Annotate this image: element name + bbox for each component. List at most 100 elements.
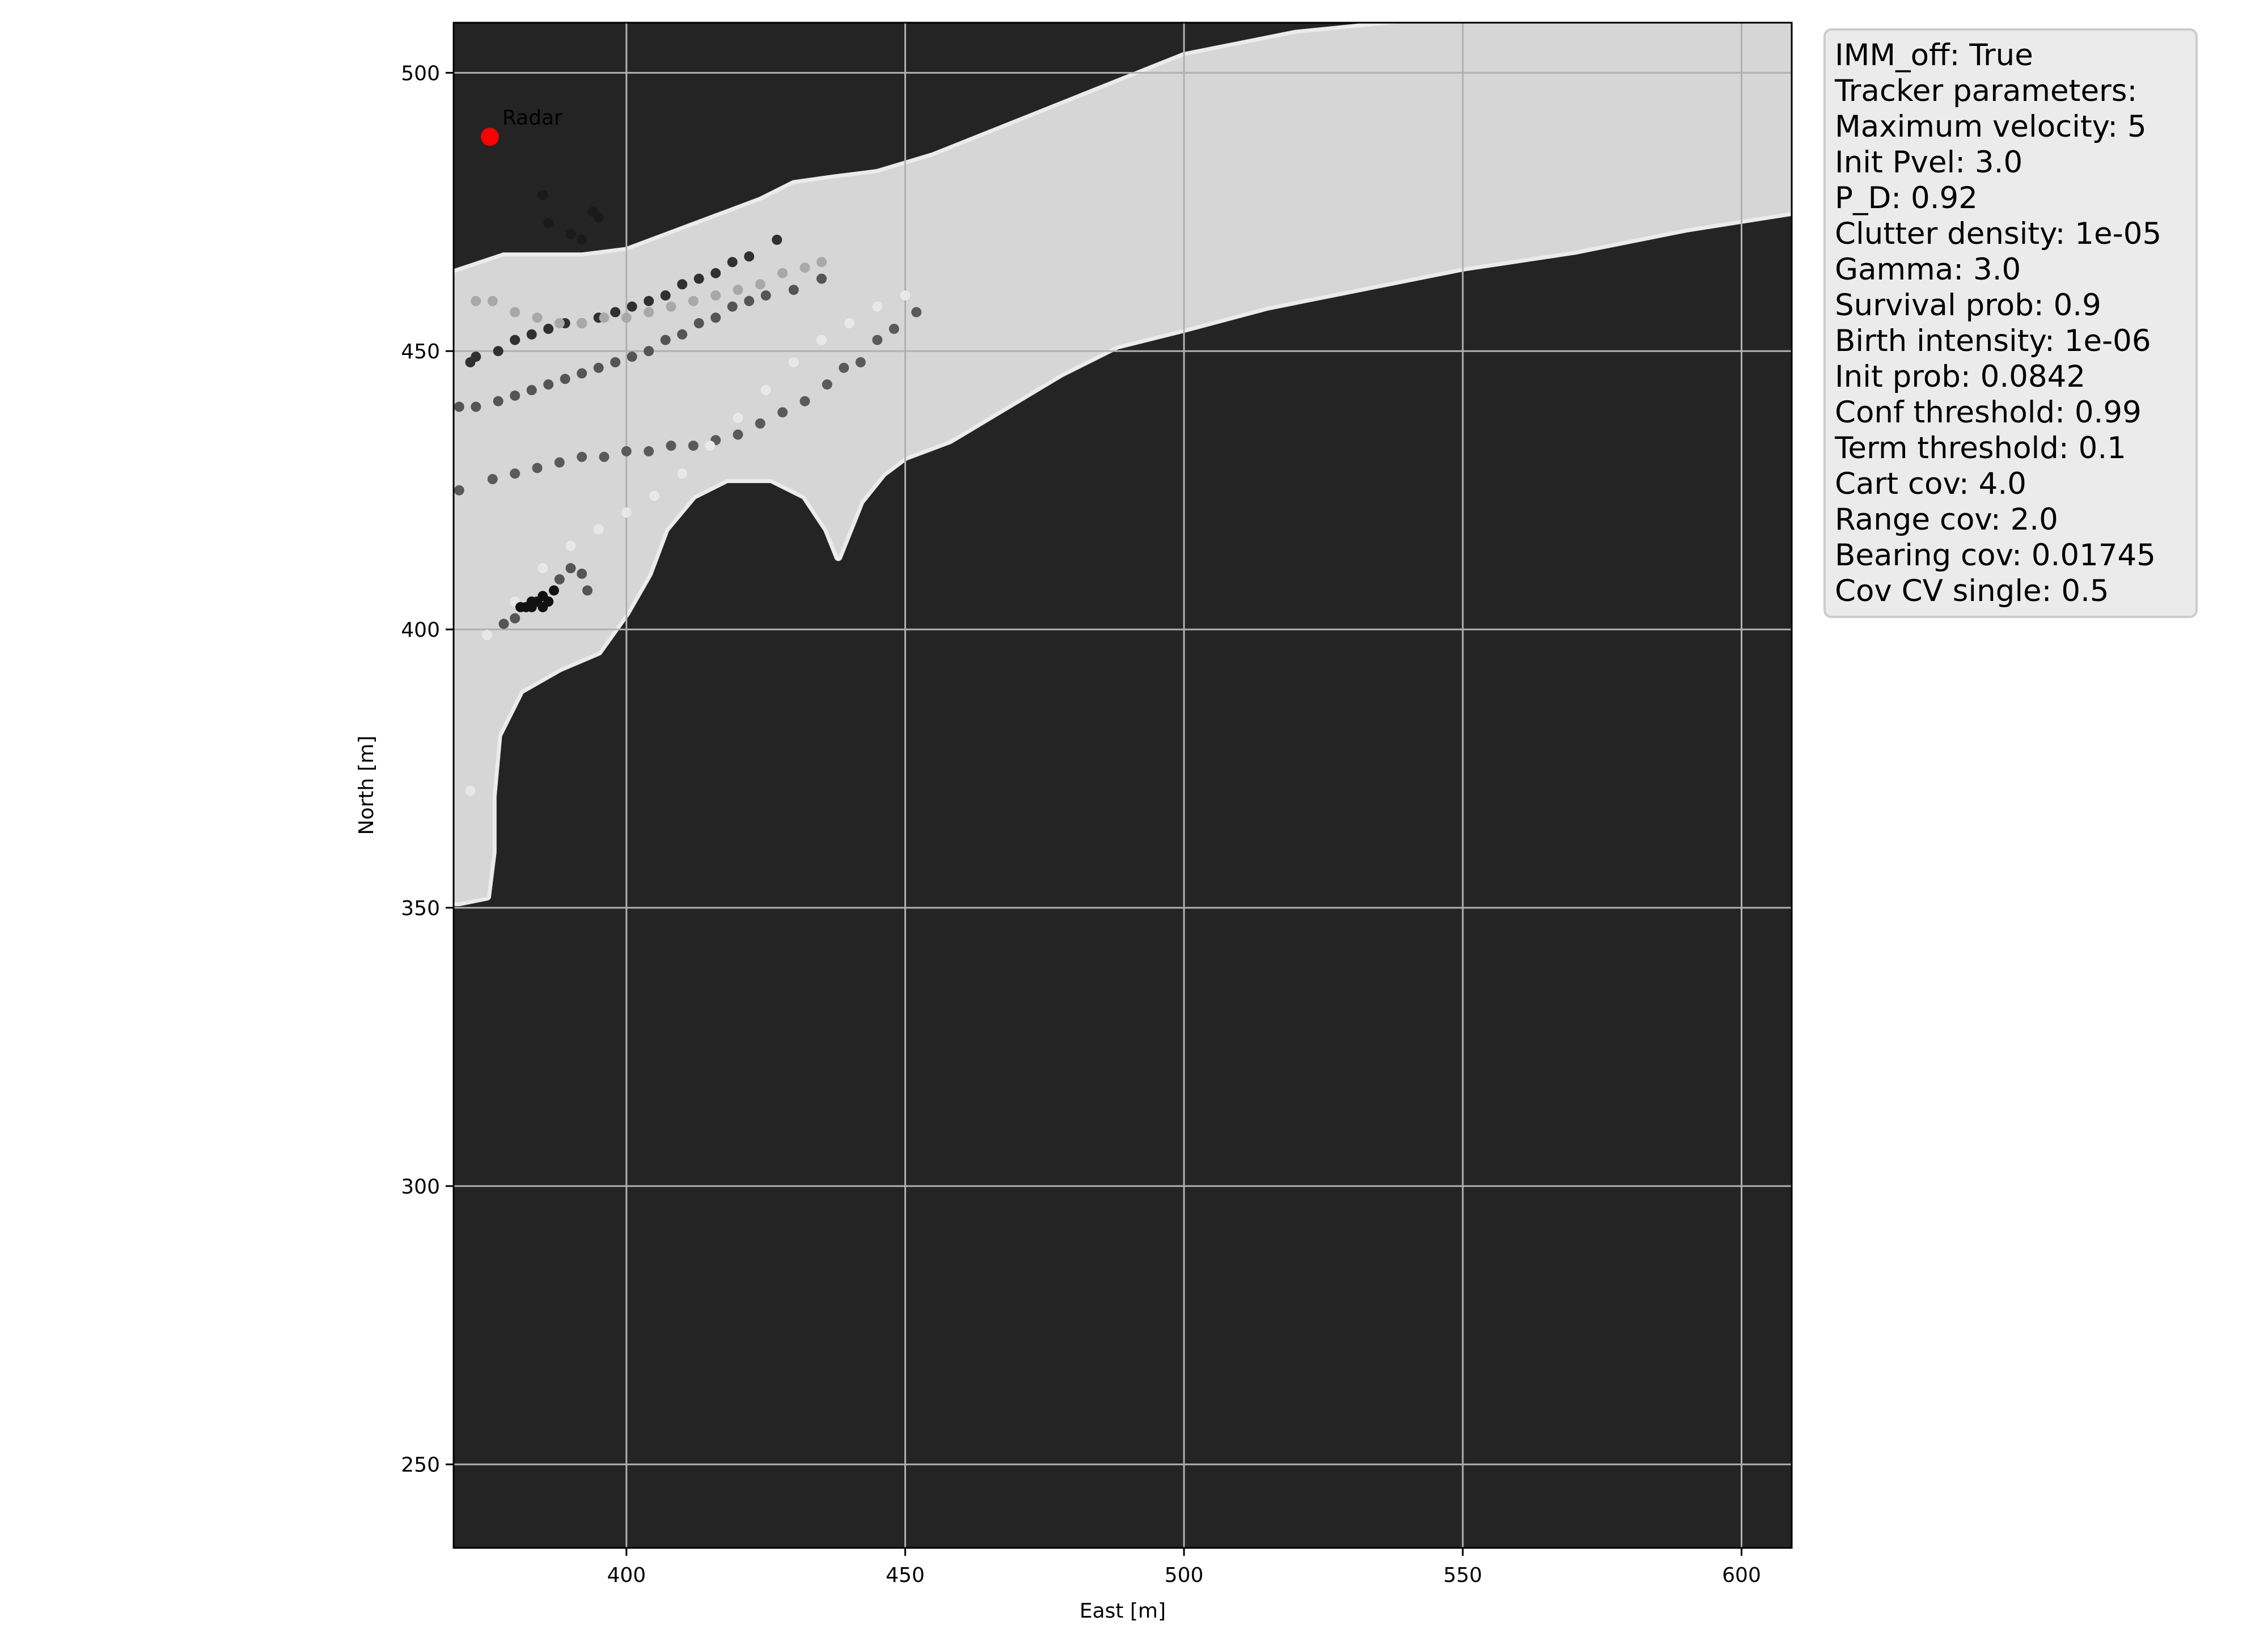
track-point xyxy=(577,568,587,579)
y-tick-label: 300 xyxy=(401,1175,440,1199)
track-point xyxy=(677,468,688,479)
track-point xyxy=(788,357,799,367)
track-point xyxy=(471,295,481,306)
track-point xyxy=(788,285,799,295)
track-point xyxy=(471,352,481,362)
track-point xyxy=(688,295,699,306)
track-point xyxy=(599,312,610,323)
track-point xyxy=(677,329,688,340)
track-point xyxy=(577,451,587,462)
radar-marker-group: Radar xyxy=(480,106,562,146)
parameter-line: IMM_off: True xyxy=(1835,38,2033,73)
track-point xyxy=(554,457,565,468)
track-point xyxy=(610,307,621,318)
track-point xyxy=(816,335,827,345)
track-point xyxy=(621,446,632,456)
x-tick-label: 450 xyxy=(886,1564,925,1587)
parameter-line: Range cov: 2.0 xyxy=(1835,502,2058,537)
radar-marker xyxy=(480,128,499,146)
track-point xyxy=(526,329,537,340)
track-point xyxy=(587,206,598,217)
track-point xyxy=(621,507,632,518)
track-point xyxy=(777,407,788,418)
track-point xyxy=(560,374,570,384)
track-point xyxy=(565,540,576,551)
track-point xyxy=(493,346,503,357)
track-point xyxy=(554,574,565,585)
track-point xyxy=(498,619,509,629)
track-point xyxy=(510,335,521,345)
y-tick-label: 500 xyxy=(401,62,440,85)
track-point xyxy=(487,474,498,484)
track-point xyxy=(710,290,721,301)
track-point xyxy=(799,263,810,273)
y-tick-label: 250 xyxy=(401,1454,440,1477)
track-point xyxy=(855,357,866,367)
track-point xyxy=(727,257,738,268)
track-point xyxy=(493,396,503,407)
track-point xyxy=(526,602,537,612)
track-point xyxy=(532,312,543,323)
track-point xyxy=(693,318,704,329)
track-point xyxy=(538,602,548,612)
track-point xyxy=(644,446,654,456)
track-point xyxy=(816,273,827,284)
track-point xyxy=(465,785,476,796)
track-point xyxy=(487,295,498,306)
parameter-line: Clutter density: 1e-05 xyxy=(1835,217,2162,251)
track-point xyxy=(554,318,565,329)
track-points xyxy=(454,190,922,796)
parameter-line: Tracker parameters: xyxy=(1835,74,2138,108)
track-point xyxy=(649,490,659,501)
water-region xyxy=(454,23,1792,903)
track-point xyxy=(799,396,810,407)
track-point xyxy=(577,318,587,329)
track-point xyxy=(844,318,855,329)
track-point xyxy=(666,441,676,451)
y-tick-label: 400 xyxy=(401,619,440,642)
track-point xyxy=(644,346,654,357)
track-point xyxy=(900,290,911,301)
track-point xyxy=(733,285,743,295)
track-point xyxy=(582,585,593,596)
y-tick-label: 350 xyxy=(401,897,440,920)
parameter-line: Init prob: 0.0842 xyxy=(1835,359,2086,394)
x-tick-label: 500 xyxy=(1165,1564,1204,1587)
tracker-parameters-box: IMM_off: True Tracker parameters: Maximum … xyxy=(1823,28,2198,618)
track-point xyxy=(760,290,771,301)
track-point xyxy=(627,301,637,312)
track-point xyxy=(644,307,654,318)
track-point xyxy=(733,429,743,440)
track-point xyxy=(532,463,543,473)
track-point xyxy=(510,390,521,401)
track-point xyxy=(599,451,610,462)
parameter-line: Bearing cov: 0.01745 xyxy=(1835,538,2156,573)
track-point xyxy=(822,379,832,390)
track-point xyxy=(565,229,576,240)
x-tick-label: 550 xyxy=(1443,1564,1482,1587)
y-axis-label: North [m] xyxy=(355,735,378,835)
track-point xyxy=(526,385,537,395)
track-point xyxy=(454,485,464,496)
track-point xyxy=(660,290,671,301)
track-point xyxy=(688,441,699,451)
x-tick-label: 600 xyxy=(1722,1564,1761,1587)
parameter-line: P_D: 0.92 xyxy=(1835,181,1978,215)
track-point xyxy=(710,312,721,323)
track-point xyxy=(543,324,554,334)
radar-label: Radar xyxy=(502,106,562,129)
parameter-line: Survival prob: 0.9 xyxy=(1835,288,2101,323)
track-point xyxy=(755,279,765,290)
track-point xyxy=(538,190,548,201)
parameter-line: Init Pvel: 3.0 xyxy=(1835,145,2023,180)
track-point xyxy=(760,385,771,395)
track-point xyxy=(733,413,743,423)
track-point xyxy=(660,335,671,345)
grid-lines xyxy=(454,23,1792,1548)
parameter-line: Term threshold: 0.1 xyxy=(1835,431,2126,466)
plot-frame xyxy=(452,22,1793,1549)
track-point xyxy=(482,629,492,640)
parameter-line: Cart cov: 4.0 xyxy=(1835,467,2026,501)
track-point xyxy=(772,234,782,245)
